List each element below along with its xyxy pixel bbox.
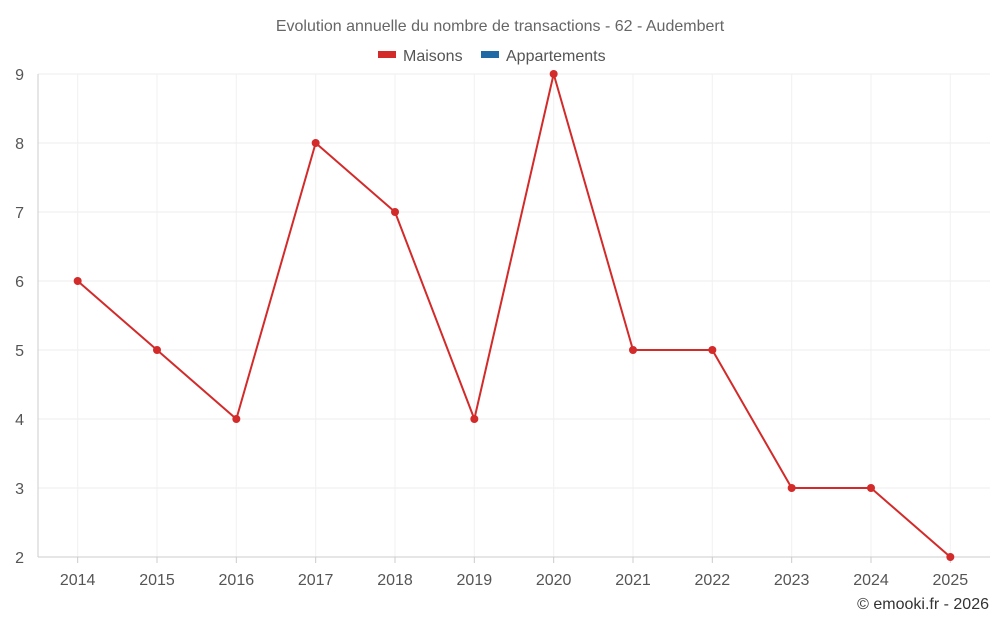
x-axis-ticks: 2014 2015 2016 2017 2018 2019 2020 2021 2022 2023…: [60, 572, 968, 589]
legend-swatch-maisons: [378, 51, 396, 58]
x-tick-label-2015: 2015: [139, 572, 175, 589]
y-tick-label-5: 5: [15, 343, 24, 360]
data-point-maisons-2020[interactable]: [549, 70, 558, 78]
x-tick-label-2024: 2024: [853, 572, 889, 589]
series-maisons: [73, 70, 955, 561]
x-tick-label-2014: 2014: [60, 572, 96, 589]
x-tick-label-2022: 2022: [695, 572, 731, 589]
y-tick-label-3: 3: [15, 481, 24, 498]
y-axis-ticks: 2 3 4 5 6 7 8 9: [15, 67, 24, 567]
x-tick-label-2019: 2019: [457, 572, 493, 589]
credit-text: © emooki.fr - 2026: [857, 596, 989, 613]
legend-item-maisons[interactable]: Maisons: [378, 48, 463, 65]
y-tick-label-6: 6: [15, 274, 24, 291]
data-point-maisons-2025[interactable]: [946, 553, 955, 561]
legend-label-appartements: Appartements: [506, 48, 606, 65]
data-point-maisons-2014[interactable]: [73, 277, 82, 285]
x-tick-label-2021: 2021: [615, 572, 651, 589]
chart-title: Evolution annuelle du nombre de transact…: [276, 18, 725, 35]
x-tick-label-2023: 2023: [774, 572, 810, 589]
data-point-maisons-2023[interactable]: [787, 484, 796, 492]
legend[interactable]: Maisons Appartements: [378, 48, 606, 65]
legend-swatch-appartements: [481, 51, 499, 58]
legend-label-maisons: Maisons: [403, 48, 463, 65]
x-tick-label-2017: 2017: [298, 572, 334, 589]
series-line-maisons: [77, 73, 951, 558]
data-point-maisons-2021[interactable]: [629, 346, 637, 354]
data-point-maisons-2016[interactable]: [232, 415, 241, 423]
data-point-maisons-2022[interactable]: [708, 346, 717, 354]
data-point-maisons-2018[interactable]: [391, 208, 399, 216]
y-tick-label-4: 4: [15, 412, 24, 429]
data-point-maisons-2024[interactable]: [867, 484, 875, 492]
legend-item-appartements[interactable]: Appartements: [481, 48, 606, 65]
axes: [37, 74, 990, 563]
x-tick-label-2018: 2018: [377, 572, 413, 589]
y-tick-label-7: 7: [15, 205, 24, 222]
x-tick-label-2016: 2016: [219, 572, 255, 589]
x-tick-label-2025: 2025: [933, 572, 969, 589]
grid: [38, 73, 990, 557]
data-point-maisons-2019[interactable]: [470, 415, 479, 423]
y-tick-label-2: 2: [15, 550, 24, 567]
y-tick-label-8: 8: [15, 136, 24, 153]
y-tick-label-9: 9: [15, 67, 24, 84]
data-point-maisons-2017[interactable]: [311, 139, 320, 147]
x-tick-label-2020: 2020: [536, 572, 572, 589]
data-point-maisons-2015[interactable]: [153, 346, 161, 354]
